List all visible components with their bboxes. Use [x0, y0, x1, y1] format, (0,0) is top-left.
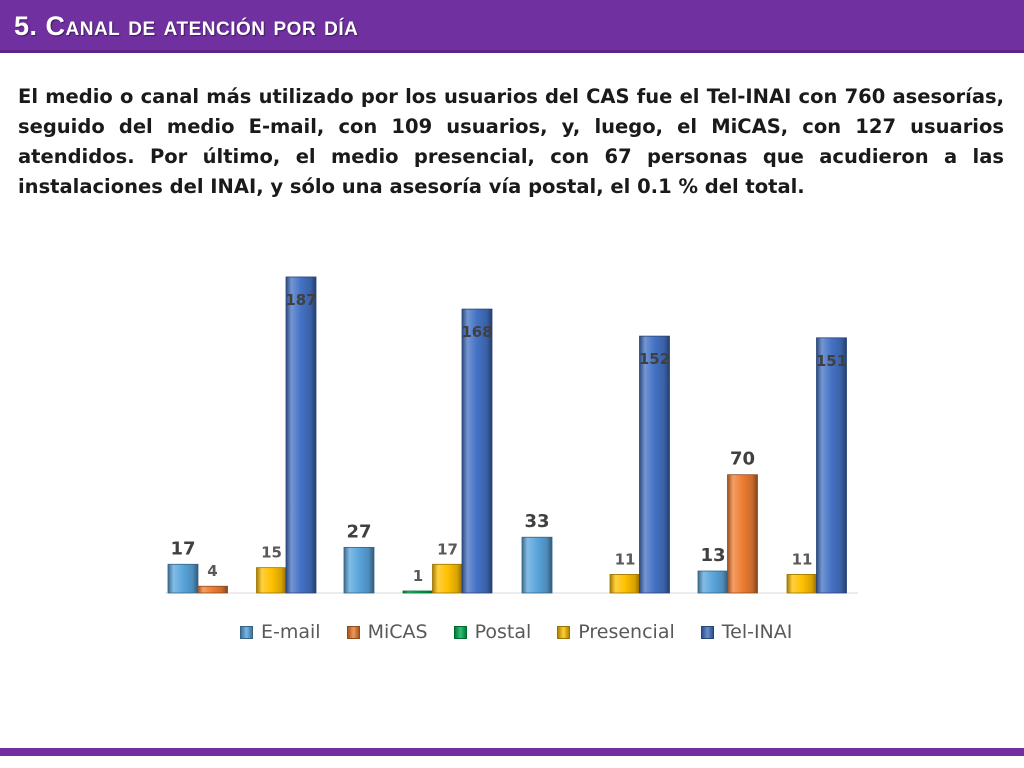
bars-layer — [167, 276, 847, 594]
bar-e-mail-3 — [697, 570, 729, 594]
legend-swatch-tel-inai — [700, 625, 714, 639]
legend-item-e-mail: E-mail — [240, 621, 321, 643]
legend-item-postal: Postal — [453, 621, 532, 643]
label-tel-inai-2: 152 — [639, 350, 670, 368]
bar-tel-inai-2 — [639, 335, 670, 594]
label-micas-3: 70 — [730, 449, 755, 470]
label-micas-0: 4 — [207, 562, 217, 580]
bar-postal-1 — [402, 590, 434, 594]
label-presencial-1: 17 — [437, 540, 458, 558]
legend-item-micas: MiCAS — [346, 621, 428, 643]
bar-e-mail-0 — [167, 563, 199, 594]
bar-tel-inai-4 — [816, 337, 847, 594]
label-tel-inai-0: 187 — [285, 291, 316, 309]
chart-legend: E-mail MiCAS Postal Presencial Tel-INAI — [240, 620, 818, 644]
legend-label-tel-inai: Tel-INAI — [721, 621, 793, 643]
bar-tel-inai-1 — [461, 308, 493, 594]
bar-micas-0 — [197, 585, 228, 594]
legend-item-tel-inai: Tel-INAI — [700, 621, 793, 643]
data-labels-layer: 17 4 15 187 27 1 17 168 33 11 152 13 70 11 151 — [170, 291, 847, 585]
legend-item-presencial: Presencial — [557, 621, 675, 643]
legend-label-e-mail: E-mail — [261, 621, 321, 643]
legend-swatch-presencial — [557, 625, 571, 639]
label-e-mail-3: 13 — [700, 545, 725, 566]
bar-presencial-4 — [786, 574, 818, 594]
slide-title: 5. Canal de atención por día — [14, 11, 359, 41]
bar-micas-3 — [727, 474, 758, 594]
legend-label-presencial: Presencial — [578, 621, 675, 643]
label-e-mail-2: 33 — [524, 511, 549, 532]
bar-e-mail-2 — [521, 536, 553, 594]
label-presencial-4: 11 — [792, 550, 813, 568]
label-tel-inai-1: 168 — [461, 323, 492, 341]
legend-label-micas: MiCAS — [367, 621, 428, 643]
slide-paragraph: El medio o canal más utilizado por los u… — [18, 85, 1004, 198]
label-presencial-2: 11 — [615, 550, 636, 568]
label-tel-inai-4: 151 — [816, 352, 847, 370]
bar-tel-inai-0 — [285, 276, 317, 594]
bottom-bar — [0, 748, 1024, 756]
legend-swatch-postal — [453, 625, 467, 639]
legend-label-postal: Postal — [474, 621, 532, 643]
legend-swatch-micas — [346, 625, 360, 639]
bar-presencial-2 — [609, 574, 641, 594]
bar-e-mail-1 — [343, 546, 375, 594]
label-e-mail-0: 17 — [170, 538, 195, 559]
bar-presencial-0 — [256, 567, 287, 594]
legend-swatch-e-mail — [240, 625, 253, 639]
label-presencial-0: 15 — [261, 544, 282, 562]
label-postal-1: 1 — [413, 567, 423, 585]
label-e-mail-1: 27 — [346, 521, 371, 542]
bar-presencial-1 — [432, 563, 463, 594]
title-bar: 5. Canal de atención por día — [0, 0, 1024, 53]
